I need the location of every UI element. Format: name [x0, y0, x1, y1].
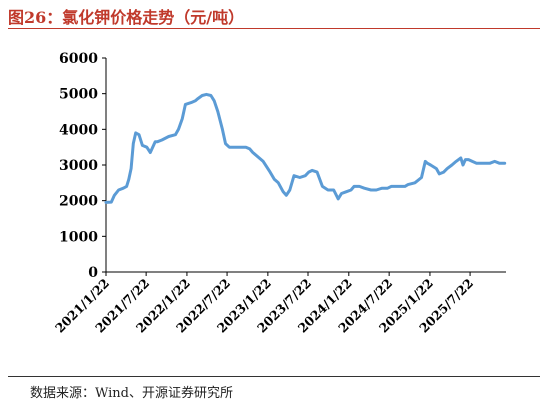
y-axis-ticks: 0 1000 2000 3000 4000 5000 6000	[59, 51, 106, 281]
y-tick-label: 0	[88, 265, 98, 281]
y-tick-label: 3000	[59, 158, 98, 174]
chart-title: 图26：氯化钾价格走势（元/吨）	[8, 8, 245, 27]
source-note: 数据来源：Wind、开源证券研究所	[30, 386, 233, 401]
y-tick-label: 6000	[59, 51, 98, 67]
y-tick-label: 4000	[59, 122, 98, 138]
series-group	[104, 92, 507, 204]
title-divider	[8, 28, 540, 29]
price-series-line	[104, 92, 507, 204]
y-tick-label: 1000	[59, 229, 98, 245]
source-divider	[8, 376, 540, 377]
y-tick-label: 5000	[59, 87, 98, 103]
x-axis-ticks: 2021/1/222021/7/222022/1/222022/7/222023…	[52, 272, 476, 336]
axes	[105, 58, 506, 273]
y-tick-label: 2000	[59, 194, 98, 210]
